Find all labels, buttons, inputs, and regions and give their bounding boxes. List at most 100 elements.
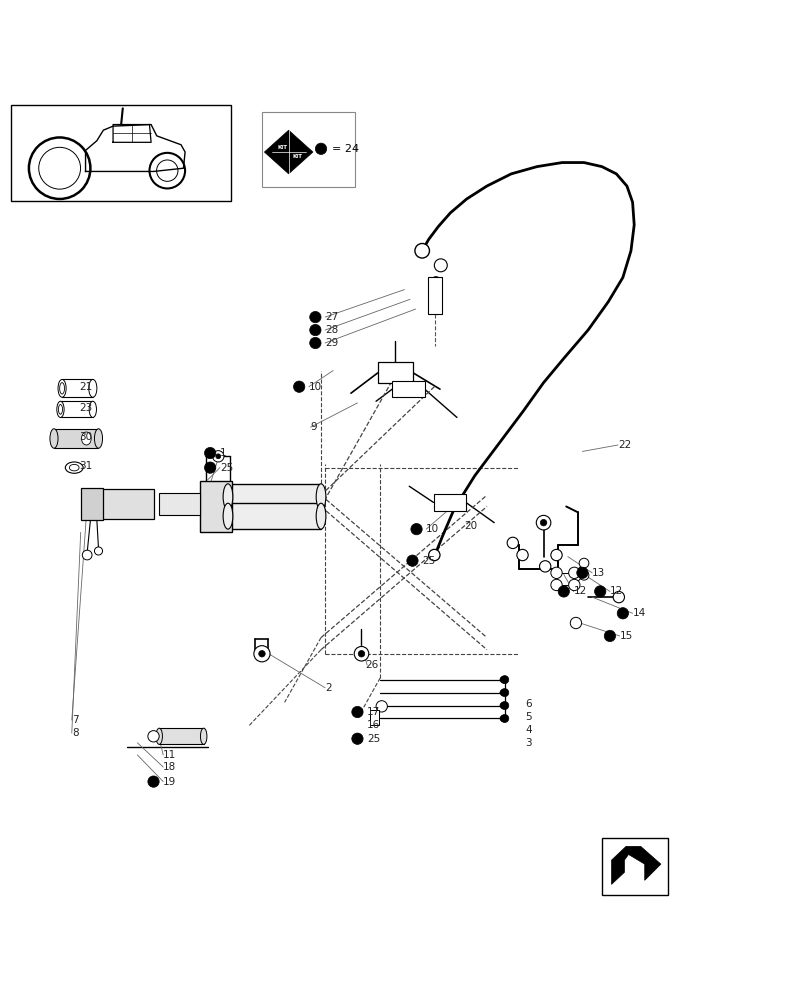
Circle shape: [578, 558, 588, 568]
Text: 17: 17: [367, 707, 380, 717]
Text: KIT: KIT: [277, 145, 287, 150]
Bar: [262, 112, 354, 187]
Text: 21: 21: [79, 382, 92, 392]
Text: 15: 15: [619, 631, 632, 641]
Text: 28: 28: [324, 325, 338, 335]
Ellipse shape: [200, 728, 207, 744]
Ellipse shape: [315, 484, 325, 510]
Text: KIT: KIT: [292, 154, 303, 159]
Text: 2: 2: [324, 683, 332, 693]
Bar: [392, 381, 424, 397]
Ellipse shape: [156, 728, 162, 744]
Text: 14: 14: [632, 608, 645, 618]
Circle shape: [309, 337, 320, 349]
Circle shape: [517, 549, 527, 561]
Circle shape: [569, 617, 581, 629]
Text: 3: 3: [524, 738, 531, 748]
Text: 10: 10: [308, 382, 322, 392]
Circle shape: [212, 451, 224, 462]
Polygon shape: [611, 846, 660, 884]
Ellipse shape: [65, 462, 83, 473]
Text: 30: 30: [79, 432, 92, 442]
Circle shape: [568, 579, 579, 591]
Circle shape: [550, 567, 561, 578]
Circle shape: [500, 715, 506, 722]
Circle shape: [254, 646, 270, 662]
Text: 20: 20: [464, 521, 477, 531]
Circle shape: [375, 701, 387, 712]
Bar: [200, 481, 232, 532]
Ellipse shape: [223, 484, 233, 510]
Circle shape: [148, 731, 159, 742]
Circle shape: [594, 586, 605, 597]
Text: 27: 27: [324, 312, 338, 322]
Text: 11: 11: [163, 750, 176, 760]
Circle shape: [500, 714, 508, 723]
Text: 6: 6: [524, 699, 531, 709]
Circle shape: [94, 547, 102, 555]
Text: 23: 23: [79, 403, 92, 413]
Ellipse shape: [315, 503, 325, 529]
Bar: [159, 728, 204, 744]
Circle shape: [410, 523, 422, 535]
Circle shape: [431, 277, 440, 286]
Bar: [159, 493, 200, 515]
Text: 18: 18: [163, 762, 176, 772]
Bar: [228, 503, 320, 529]
Bar: [60, 401, 92, 417]
Text: 12: 12: [609, 586, 622, 596]
Circle shape: [550, 579, 561, 591]
Circle shape: [603, 630, 615, 642]
Text: 19: 19: [163, 777, 176, 787]
Circle shape: [500, 689, 508, 697]
Circle shape: [539, 561, 550, 572]
Circle shape: [148, 776, 159, 787]
Text: 31: 31: [79, 461, 92, 471]
Text: = 24: = 24: [331, 144, 358, 154]
Bar: [54, 429, 98, 448]
Text: 22: 22: [617, 440, 630, 450]
Circle shape: [500, 702, 506, 709]
Circle shape: [204, 462, 216, 473]
Text: 9: 9: [310, 422, 317, 432]
Bar: [101, 489, 153, 519]
Bar: [11, 105, 231, 201]
Text: 29: 29: [324, 338, 338, 348]
Circle shape: [204, 447, 216, 459]
Circle shape: [568, 567, 579, 578]
Circle shape: [612, 591, 624, 603]
Circle shape: [406, 555, 418, 566]
Circle shape: [576, 567, 587, 578]
Bar: [433, 494, 466, 511]
Circle shape: [434, 259, 447, 272]
Circle shape: [315, 143, 326, 154]
Circle shape: [414, 243, 429, 258]
Circle shape: [616, 608, 628, 619]
Ellipse shape: [88, 379, 97, 397]
Text: 25: 25: [367, 734, 380, 744]
Circle shape: [500, 689, 506, 696]
Text: 13: 13: [591, 568, 605, 578]
Circle shape: [351, 733, 363, 744]
Ellipse shape: [59, 383, 64, 394]
Text: 26: 26: [365, 660, 378, 670]
Circle shape: [535, 515, 550, 530]
Text: 16: 16: [367, 720, 380, 730]
Bar: [377, 362, 413, 383]
Circle shape: [507, 537, 518, 549]
Ellipse shape: [58, 379, 66, 397]
Ellipse shape: [94, 429, 102, 448]
Text: 25: 25: [220, 463, 233, 473]
Circle shape: [351, 706, 363, 718]
Bar: [80, 488, 103, 520]
Circle shape: [39, 147, 80, 189]
Ellipse shape: [57, 401, 64, 417]
Text: 1: 1: [220, 448, 226, 458]
Ellipse shape: [223, 503, 233, 529]
Circle shape: [216, 454, 221, 459]
Text: 25: 25: [422, 556, 435, 566]
Circle shape: [550, 549, 561, 561]
Bar: [62, 379, 92, 397]
Circle shape: [309, 324, 320, 336]
Ellipse shape: [81, 432, 91, 445]
